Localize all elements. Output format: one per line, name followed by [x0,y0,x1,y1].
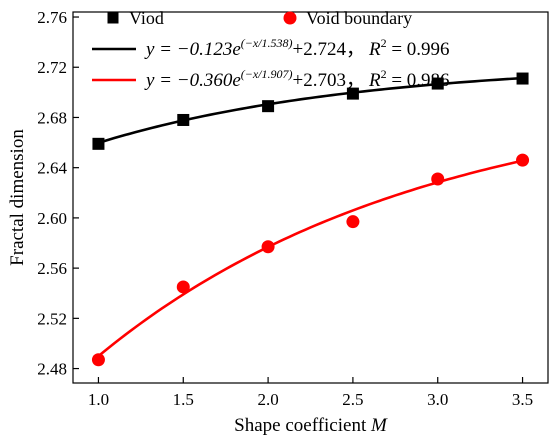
y-tick-label: 2.60 [37,209,67,228]
fit-curve-viod [98,76,523,145]
x-axis-title-variable: M [370,415,388,436]
equation-exponent: (−x/1.907) [241,67,293,81]
x-tick-label: 2.5 [342,390,363,409]
r-squared-value: = 0.996 [387,39,450,60]
data-point-viod [431,77,444,90]
data-point-viod [92,137,105,150]
r-squared-symbol: R [368,39,381,60]
y-tick-label: 2.56 [37,259,67,278]
data-point-viod [177,113,190,126]
data-point-void-boundary [516,153,530,167]
legend-label: Viod [129,8,164,28]
data-point-void-boundary [261,240,275,254]
fit-curve-void-boundary [97,159,523,358]
x-tick-label: 3.0 [427,390,448,409]
x-tick-label: 2.0 [257,390,278,409]
x-tick-label: 3.5 [512,390,533,409]
x-axis-title: Shape coefficient M [234,415,388,436]
data-point-void-boundary [431,172,445,186]
data-point-viod [262,100,275,113]
equation-suffix: +2.724， [293,39,365,60]
fit-equation: y = −0.123e(−x/1.538)+2.724， R2 = 0.996 [144,36,450,60]
y-tick-label: 2.76 [37,8,67,27]
y-tick-label: 2.64 [37,159,67,178]
legend-label: Void boundary [306,8,412,28]
data-point-viod [346,87,359,100]
equation-exponent: (−x/1.538) [241,36,293,50]
fit-equation: y = −0.360e(−x/1.907)+2.703， R2 = 0.986 [144,67,450,91]
y-tick-label: 2.68 [37,108,67,127]
y-axis-title: Fractal dimension [7,129,28,266]
equation-prefix: y = −0.123e [144,39,241,60]
equation-prefix: y = −0.360e [144,70,241,91]
data-point-void-boundary [176,280,190,294]
data-point-viod [516,72,529,85]
y-tick-label: 2.72 [37,58,67,77]
r-squared-exponent: 2 [381,36,387,50]
r-squared-exponent: 2 [381,67,387,81]
data-point-void-boundary [346,215,360,229]
r-squared-symbol: R [368,70,381,91]
x-tick-label: 1.5 [173,390,194,409]
y-tick-label: 2.48 [37,360,67,379]
legend-marker-void-boundary [283,11,297,25]
r-squared-value: = 0.986 [387,70,450,91]
equation-suffix: +2.703， [293,70,365,91]
x-axis-title-text: Shape coefficient [234,415,371,436]
y-tick-label: 2.52 [37,309,67,328]
x-tick-label: 1.0 [88,390,109,409]
data-point-void-boundary [91,353,105,367]
plot-frame [72,11,549,384]
legend-marker-viod [107,12,119,24]
